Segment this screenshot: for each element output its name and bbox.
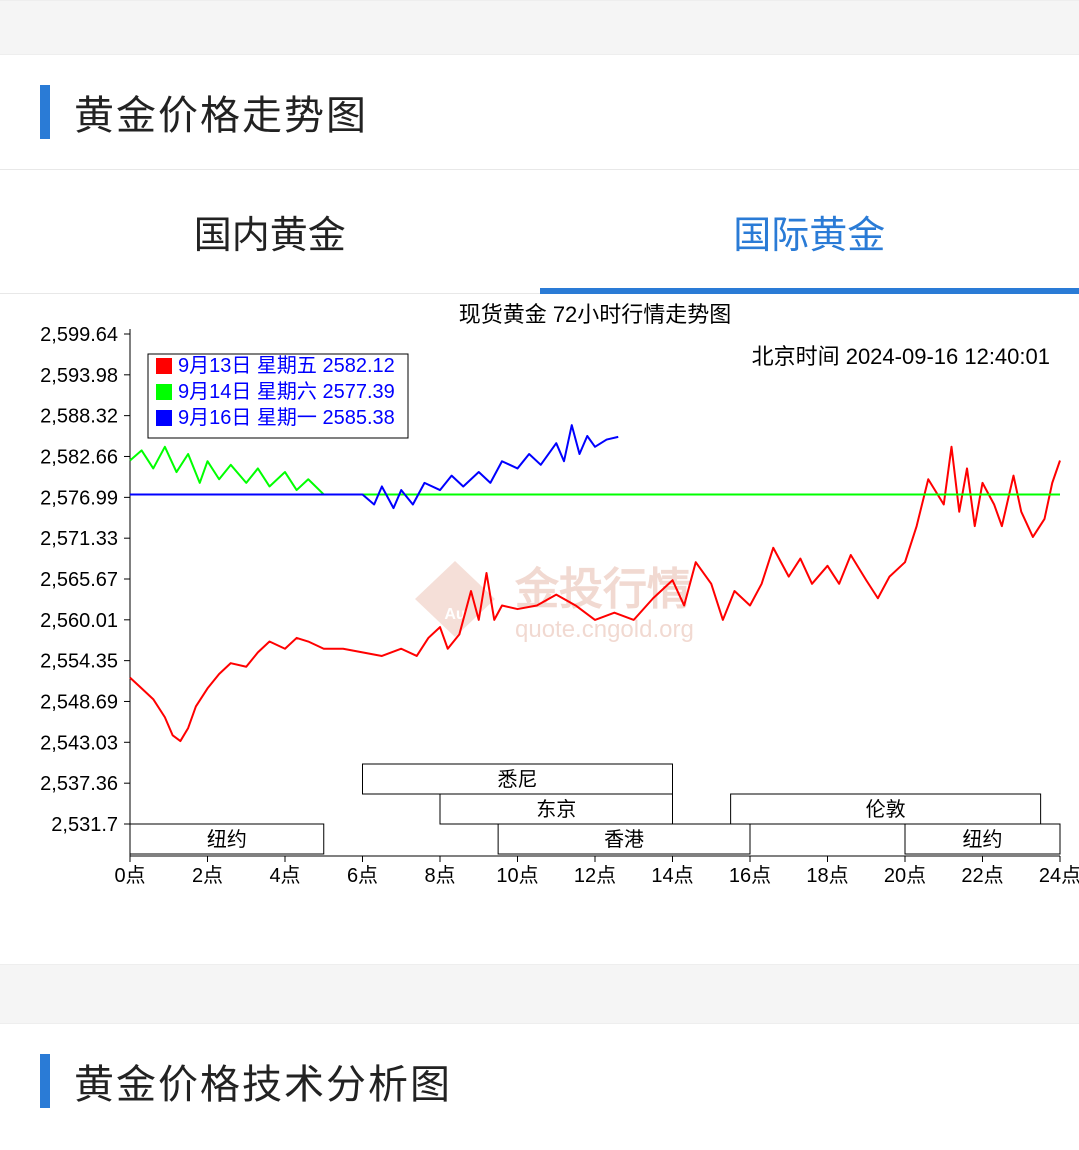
accent-bar xyxy=(40,1054,50,1108)
svg-text:14点: 14点 xyxy=(651,864,693,887)
svg-text:24点: 24点 xyxy=(1039,864,1079,887)
svg-text:18点: 18点 xyxy=(806,864,848,887)
svg-text:22点: 22点 xyxy=(961,864,1003,887)
accent-bar xyxy=(40,85,50,139)
svg-text:2,599.64: 2,599.64 xyxy=(40,324,118,346)
svg-text:纽约: 纽约 xyxy=(963,828,1003,851)
svg-text:2,548.69: 2,548.69 xyxy=(40,691,118,713)
svg-text:现货黄金 72小时行情走势图: 现货黄金 72小时行情走势图 xyxy=(459,302,732,327)
svg-text:2,531.7: 2,531.7 xyxy=(51,814,118,836)
svg-text:2,576.99: 2,576.99 xyxy=(40,487,118,509)
svg-text:2,565.67: 2,565.67 xyxy=(40,569,118,591)
svg-text:纽约: 纽约 xyxy=(207,828,247,851)
svg-text:0点: 0点 xyxy=(114,864,145,887)
svg-text:2,571.33: 2,571.33 xyxy=(40,528,118,550)
svg-text:东京: 东京 xyxy=(536,798,576,821)
svg-text:2,588.32: 2,588.32 xyxy=(40,406,118,428)
svg-text:9月14日 星期六 2577.39: 9月14日 星期六 2577.39 xyxy=(178,380,395,403)
svg-text:9月16日 星期一 2585.38: 9月16日 星期一 2585.38 xyxy=(178,407,395,429)
svg-text:2,543.03: 2,543.03 xyxy=(40,732,118,754)
gold-price-chart: 现货黄金 72小时行情走势图Au金投行情quote.cngold.org2,53… xyxy=(0,294,1079,924)
svg-text:6点: 6点 xyxy=(347,864,378,887)
svg-text:2,582.66: 2,582.66 xyxy=(40,446,118,468)
svg-text:北京时间 2024-09-16 12:40:01: 北京时间 2024-09-16 12:40:01 xyxy=(752,344,1050,369)
section-header-trend: 黄金价格走势图 xyxy=(0,55,1079,169)
svg-text:2,554.35: 2,554.35 xyxy=(40,651,118,673)
section-title-2: 黄金价格技术分析图 xyxy=(74,1052,452,1110)
chart-container: 现货黄金 72小时行情走势图Au金投行情quote.cngold.org2,53… xyxy=(0,294,1079,964)
svg-text:伦敦: 伦敦 xyxy=(866,798,906,821)
svg-text:2点: 2点 xyxy=(192,864,223,887)
section-title: 黄金价格走势图 xyxy=(74,83,368,141)
svg-text:2,537.36: 2,537.36 xyxy=(40,773,118,795)
svg-text:9月13日 星期五 2582.12: 9月13日 星期五 2582.12 xyxy=(178,355,395,377)
svg-text:12点: 12点 xyxy=(574,864,616,887)
svg-text:2,560.01: 2,560.01 xyxy=(40,610,118,632)
svg-text:16点: 16点 xyxy=(729,864,771,887)
svg-text:quote.cngold.org: quote.cngold.org xyxy=(515,616,694,643)
section-header-technical: 黄金价格技术分析图 xyxy=(0,1024,1079,1110)
svg-text:悉尼: 悉尼 xyxy=(498,768,538,791)
svg-text:4点: 4点 xyxy=(269,864,300,887)
svg-text:香港: 香港 xyxy=(604,828,644,851)
svg-text:金投行情: 金投行情 xyxy=(514,565,691,614)
svg-text:10点: 10点 xyxy=(496,864,538,887)
svg-text:2,593.98: 2,593.98 xyxy=(40,365,118,387)
tab-international-gold[interactable]: 国际黄金 xyxy=(540,170,1079,293)
svg-text:20点: 20点 xyxy=(884,864,926,887)
tabs: 国内黄金 国际黄金 xyxy=(0,169,1079,294)
svg-text:8点: 8点 xyxy=(424,864,455,887)
tab-domestic-gold[interactable]: 国内黄金 xyxy=(0,170,540,293)
